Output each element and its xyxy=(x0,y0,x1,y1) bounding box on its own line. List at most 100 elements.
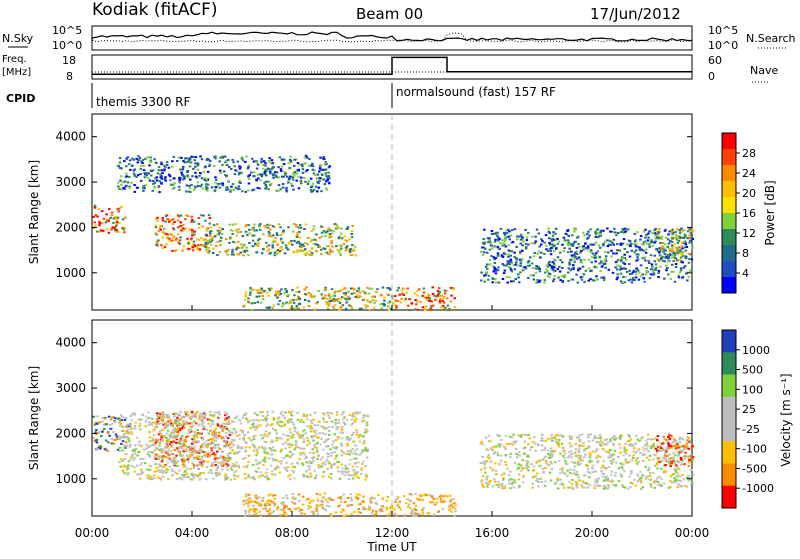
echo-cell xyxy=(250,439,253,441)
echo-cell xyxy=(550,447,553,449)
echo-cell xyxy=(231,233,234,235)
echo-cell xyxy=(658,270,661,272)
echo-cell xyxy=(409,507,412,509)
echo-cell xyxy=(622,276,625,278)
echo-cell xyxy=(180,222,183,224)
echo-cell xyxy=(547,450,550,452)
echo-cell xyxy=(671,264,674,266)
echo-cell xyxy=(156,418,159,420)
echo-cell xyxy=(337,470,340,472)
echo-cell xyxy=(226,250,229,252)
echo-cell xyxy=(168,174,171,176)
echo-cell xyxy=(336,411,339,413)
echo-cell xyxy=(107,432,110,434)
echo-cell xyxy=(538,251,541,253)
echo-cell xyxy=(606,444,609,446)
echo-cell xyxy=(234,417,237,419)
echo-cell xyxy=(316,181,319,183)
echo-cell xyxy=(389,513,392,515)
echo-cell xyxy=(182,462,185,464)
echo-cell xyxy=(304,242,307,244)
echo-cell xyxy=(326,505,329,507)
echo-cell xyxy=(327,461,330,463)
echo-cell xyxy=(415,509,418,511)
echo-cell xyxy=(198,223,201,225)
echo-cell xyxy=(266,510,269,512)
echo-cell xyxy=(269,224,272,226)
echo-cell xyxy=(194,159,197,161)
echo-cell xyxy=(647,239,650,241)
echo-cell xyxy=(230,229,233,231)
echo-cell xyxy=(557,442,560,444)
echo-cell xyxy=(108,435,111,437)
echo-cell xyxy=(140,464,143,466)
echo-cell xyxy=(269,229,272,231)
echo-cell xyxy=(199,463,202,465)
echo-cell xyxy=(185,421,188,423)
echo-cell xyxy=(569,472,572,474)
echo-cell xyxy=(679,259,682,261)
echo-cell xyxy=(558,445,561,447)
echo-cell xyxy=(354,450,357,452)
echo-cell xyxy=(514,481,517,483)
echo-cell xyxy=(143,169,146,171)
echo-cell xyxy=(489,263,492,265)
echo-cell xyxy=(328,497,331,499)
echo-cell xyxy=(338,419,341,421)
echo-cell xyxy=(140,419,143,421)
echo-cell xyxy=(678,236,681,238)
echo-cell xyxy=(119,425,122,427)
echo-cell xyxy=(309,502,312,504)
echo-cell xyxy=(146,444,149,446)
echo-cell xyxy=(214,176,217,178)
echo-cell xyxy=(453,515,456,517)
echo-cell xyxy=(304,457,307,459)
echo-cell xyxy=(254,501,257,503)
echo-cell xyxy=(688,253,691,255)
echo-cell xyxy=(262,415,265,417)
echo-cell xyxy=(335,245,338,247)
echo-cell xyxy=(227,189,230,191)
echo-cell xyxy=(638,247,641,249)
echo-cell xyxy=(575,274,578,276)
echo-cell xyxy=(339,245,342,247)
cpid-program-2: normalsound (fast) 157 RF xyxy=(396,85,556,99)
echo-cell xyxy=(248,229,251,231)
echo-cell xyxy=(240,447,243,449)
echo-cell xyxy=(248,165,251,167)
echo-cell xyxy=(192,449,195,451)
echo-cell xyxy=(129,169,132,171)
echo-cell xyxy=(387,305,390,307)
echo-cell xyxy=(499,248,502,250)
echo-cell xyxy=(283,303,286,305)
echo-cell xyxy=(577,243,580,245)
echo-cell xyxy=(324,492,327,494)
echo-cell xyxy=(370,500,373,502)
echo-cell xyxy=(595,242,598,244)
echo-cell xyxy=(297,446,300,448)
echo-cell xyxy=(280,170,283,172)
echo-cell xyxy=(230,186,233,188)
echo-cell xyxy=(388,287,391,289)
echo-cell xyxy=(248,498,251,500)
echo-cell xyxy=(334,458,337,460)
echo-cell xyxy=(691,474,694,476)
echo-cell xyxy=(253,478,256,480)
echo-cell xyxy=(493,245,496,247)
echo-cell xyxy=(305,286,308,288)
echo-cell xyxy=(164,180,167,182)
echo-cell xyxy=(521,467,524,469)
echo-cell xyxy=(160,415,163,417)
echo-cell xyxy=(520,243,523,245)
echo-cell xyxy=(113,218,116,220)
echo-cell xyxy=(137,155,140,157)
echo-cell xyxy=(218,413,221,415)
echo-cell xyxy=(289,159,292,161)
echo-cell xyxy=(443,297,446,299)
echo-cell xyxy=(575,448,578,450)
echo-cell xyxy=(167,430,170,432)
echo-cell xyxy=(586,233,589,235)
echo-cell xyxy=(169,240,172,242)
echo-cell xyxy=(210,230,213,232)
echo-cell xyxy=(301,462,304,464)
